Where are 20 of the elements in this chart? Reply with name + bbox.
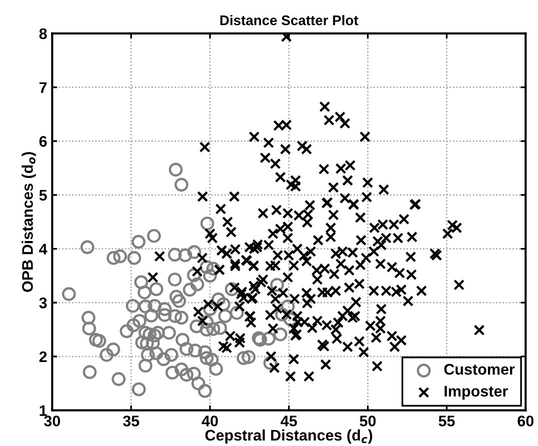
x-axis-title: Cepstral Distances (d$_{c}$) xyxy=(205,429,372,444)
x-tick-label: 50 xyxy=(360,416,376,426)
y-tick-label: 3 xyxy=(39,298,47,308)
x-tick-label: 60 xyxy=(518,416,534,426)
x-tick-label: 30 xyxy=(44,416,60,426)
y-tick-label: 1 xyxy=(40,405,47,416)
chart-title: Distance Scatter Plot xyxy=(220,15,358,26)
y-tick-label: 7 xyxy=(39,82,47,93)
y-tick-label: 5 xyxy=(39,190,47,201)
y-tick-label: 6 xyxy=(39,136,47,147)
y-tick-label: 8 xyxy=(39,28,47,40)
x-tick-label: 55 xyxy=(438,416,455,426)
x-tick-label: 40 xyxy=(202,416,218,426)
y-axis-title: OPB Distances (d$_{o}$) xyxy=(22,152,36,292)
legend-label: Imposter xyxy=(444,386,508,400)
x-tick-label: 45 xyxy=(280,416,297,426)
y-tick-label: 2 xyxy=(39,351,47,362)
y-tick-label: 4 xyxy=(39,244,48,254)
x-tick-label: 35 xyxy=(122,416,140,426)
legend-label: Customer xyxy=(444,364,515,375)
